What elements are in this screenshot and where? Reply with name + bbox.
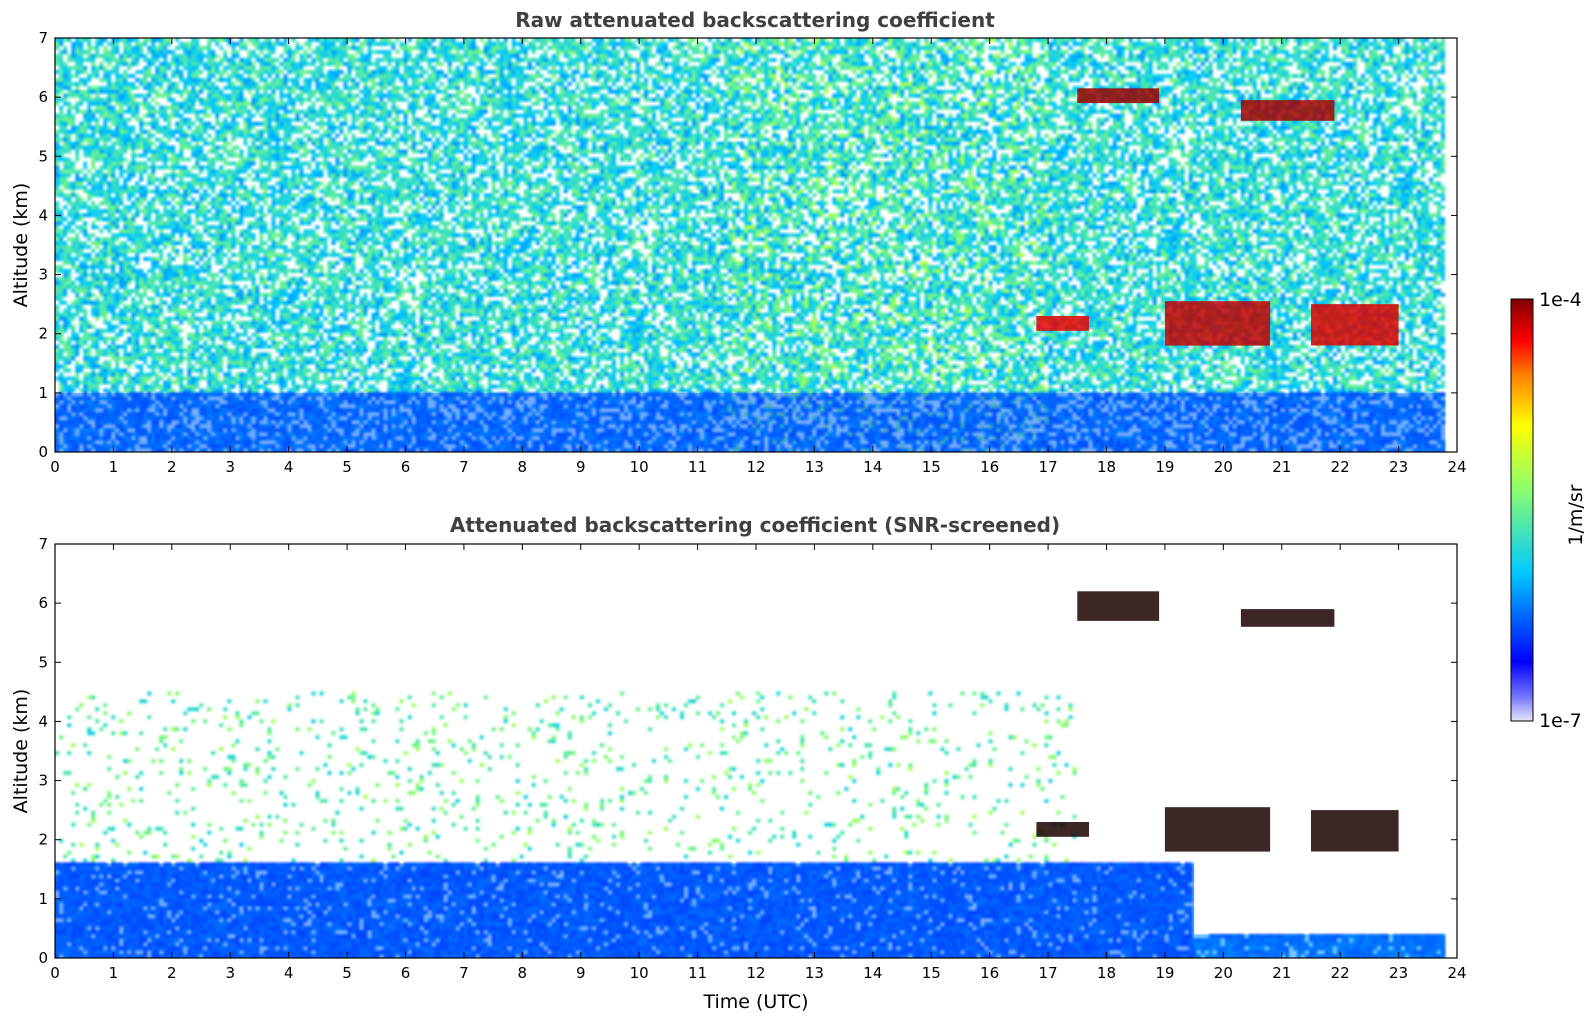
x-tick-label: 2 — [167, 458, 177, 476]
x-tick-label: 0 — [50, 458, 60, 476]
x-tick-label: 24 — [1447, 458, 1466, 476]
xlabel-screened: Time (UTC) — [702, 991, 808, 1013]
x-tick-label: 5 — [342, 964, 352, 982]
x-tick-label: 4 — [284, 458, 294, 476]
heatmap-screened — [55, 544, 1457, 958]
x-tick-label: 22 — [1331, 458, 1350, 476]
y-tick-label: 5 — [38, 653, 48, 671]
y-tick-label: 7 — [38, 29, 48, 47]
panel-raw-title: Raw attenuated backscattering coefficien… — [515, 8, 995, 32]
x-tick-label: 6 — [401, 964, 411, 982]
y-tick-label: 1 — [38, 384, 48, 402]
x-tick-label: 21 — [1272, 458, 1291, 476]
x-tick-label: 24 — [1447, 964, 1466, 982]
x-tick-label: 22 — [1331, 964, 1350, 982]
x-tick-label: 18 — [1097, 964, 1116, 982]
x-tick-label: 16 — [980, 964, 999, 982]
colorbar-max-label: 1e-4 — [1539, 289, 1582, 311]
x-tick-label: 23 — [1389, 964, 1408, 982]
x-tick-label: 10 — [630, 458, 649, 476]
x-tick-label: 9 — [576, 964, 586, 982]
cloud-feature-3 — [1240, 609, 1335, 627]
y-tick-label: 0 — [38, 949, 48, 967]
cloud-feature-2 — [1077, 591, 1160, 621]
colorbar-unit-label: 1/m/sr — [1565, 484, 1587, 545]
panel-screened-title: Attenuated backscattering coefficient (S… — [450, 513, 1060, 537]
x-tick-label: 18 — [1097, 458, 1116, 476]
x-tick-label: 17 — [1039, 458, 1058, 476]
boundary-layer-feature-0 — [55, 863, 1195, 958]
x-tick-label: 11 — [688, 964, 707, 982]
heatmap-texture — [55, 38, 1457, 452]
x-tick-label: 14 — [863, 964, 882, 982]
y-tick-label: 0 — [38, 443, 48, 461]
cloud-feature-4 — [1036, 822, 1089, 837]
x-tick-label: 20 — [1214, 964, 1233, 982]
x-tick-label: 7 — [459, 458, 469, 476]
x-tick-label: 19 — [1155, 458, 1174, 476]
x-tick-label: 4 — [284, 964, 294, 982]
y-tick-label: 5 — [38, 147, 48, 165]
x-tick-label: 12 — [746, 458, 765, 476]
y-tick-label: 4 — [38, 206, 48, 224]
colorbar-min-label: 1e-7 — [1539, 710, 1582, 732]
x-tick-label: 19 — [1155, 964, 1174, 982]
x-tick-label: 9 — [576, 458, 586, 476]
y-tick-label: 6 — [38, 88, 48, 106]
x-tick-label: 8 — [518, 964, 528, 982]
ylabel-raw: Altitude (km) — [10, 183, 32, 308]
x-tick-label: 15 — [922, 458, 941, 476]
panel-raw: Raw attenuated backscattering coefficien… — [10, 8, 1467, 476]
cloud-feature-3 — [1036, 316, 1089, 331]
heatmap-raw — [55, 38, 1457, 452]
x-tick-label: 12 — [746, 964, 765, 982]
x-tick-label: 1 — [109, 964, 119, 982]
ylabel-screened: Altitude (km) — [10, 689, 32, 814]
x-tick-label: 2 — [167, 964, 177, 982]
panel-screened: Attenuated backscattering coefficient (S… — [10, 513, 1467, 1013]
cloud-feature-5 — [1311, 304, 1399, 346]
cloud-feature-1 — [1077, 88, 1160, 104]
x-tick-label: 15 — [922, 964, 941, 982]
x-tick-label: 1 — [109, 458, 119, 476]
x-tick-label: 17 — [1039, 964, 1058, 982]
x-tick-label: 3 — [225, 458, 235, 476]
colorbar: 1e-4 1e-7 1/m/sr — [1510, 289, 1587, 732]
boundary-layer-feature-1 — [1194, 934, 1446, 958]
y-tick-label: 2 — [38, 831, 48, 849]
y-tick-label: 3 — [38, 266, 48, 284]
cloud-feature-2 — [1240, 100, 1335, 121]
x-tick-label: 13 — [805, 964, 824, 982]
x-tick-label: 23 — [1389, 458, 1408, 476]
colorbar-gradient — [1510, 298, 1534, 722]
x-tick-label: 5 — [342, 458, 352, 476]
y-tick-label: 7 — [38, 535, 48, 553]
cloud-feature-6 — [1311, 810, 1399, 852]
x-tick-label: 0 — [50, 964, 60, 982]
boundary-layer-feature-0 — [55, 392, 1446, 452]
axis-ticks-screened: 0 1 2 3 4 5 6 7 8 9 10 11 12 13 14 15 16 17 18 19 20 21 22 23 24… — [38, 535, 1466, 982]
axis-ticks-raw: 0 1 2 3 4 5 6 7 8 9 10 11 12 13 14 15 16 17 18 19 20 21 22 23 24… — [38, 29, 1466, 476]
x-tick-label: 21 — [1272, 964, 1291, 982]
x-tick-label: 6 — [401, 458, 411, 476]
y-tick-label: 1 — [38, 890, 48, 908]
y-tick-label: 3 — [38, 772, 48, 790]
x-tick-label: 3 — [225, 964, 235, 982]
y-tick-label: 6 — [38, 594, 48, 612]
x-tick-label: 8 — [518, 458, 528, 476]
cloud-feature-5 — [1164, 807, 1271, 852]
x-tick-label: 11 — [688, 458, 707, 476]
y-tick-label: 4 — [38, 712, 48, 730]
y-tick-label: 2 — [38, 325, 48, 343]
x-tick-label: 13 — [805, 458, 824, 476]
x-tick-label: 10 — [630, 964, 649, 982]
x-tick-label: 7 — [459, 964, 469, 982]
cloud-feature-4 — [1164, 301, 1271, 346]
x-tick-label: 14 — [863, 458, 882, 476]
x-tick-label: 20 — [1214, 458, 1233, 476]
x-tick-label: 16 — [980, 458, 999, 476]
